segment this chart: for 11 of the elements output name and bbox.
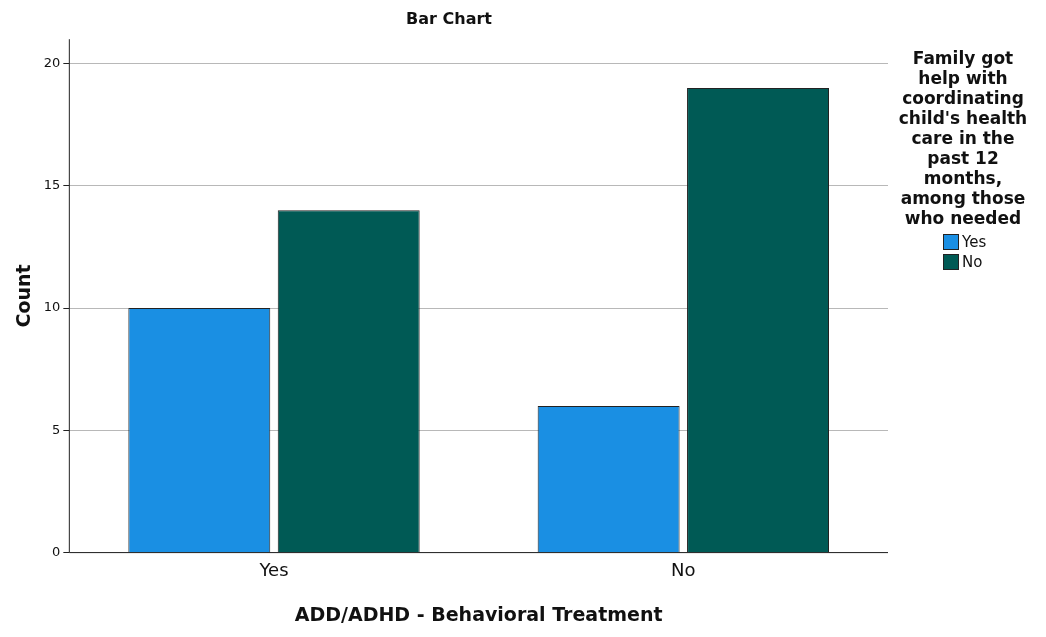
x-axis-title: ADD/ADHD - Behavioral Treatment (294, 602, 663, 625)
legend-label: Yes (962, 232, 987, 252)
text: Family got help with coordinating child's health care in the past 12 months, among those who needed (898, 48, 1028, 228)
chart-title: Bar Chart (406, 8, 493, 28)
y-tick-label: 10 (43, 299, 61, 315)
y-tick-label: 5 (52, 421, 61, 437)
y-tick-label: 15 (43, 177, 61, 193)
y-axis-title: Count (12, 264, 35, 328)
y-tick-label: 20 (43, 55, 61, 71)
legend-label: No (962, 252, 983, 272)
y-tick-label: 0 (52, 543, 61, 559)
